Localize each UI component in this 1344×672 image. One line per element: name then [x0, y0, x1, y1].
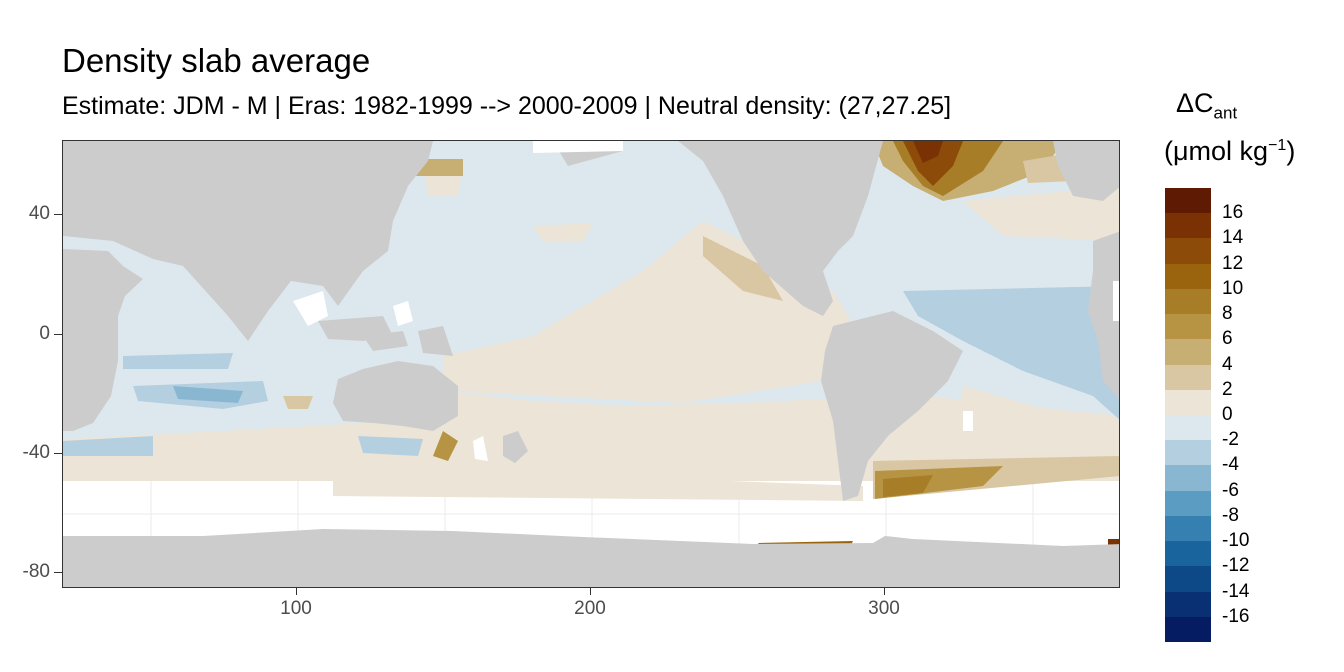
y-tick-mark-0	[54, 334, 62, 335]
x-tick-label-200: 200	[574, 598, 606, 619]
legend-label: 0	[1222, 404, 1233, 425]
x-tick-label-300: 300	[868, 598, 900, 619]
greenland-landmass	[1053, 141, 1119, 201]
north-america-landmass	[678, 141, 883, 281]
y-tick-label-minus40: -40	[22, 442, 50, 463]
legend-swatch	[1165, 213, 1211, 239]
legend-label: 4	[1222, 353, 1233, 375]
legend-swatch	[1165, 541, 1211, 567]
legend-swatch	[1165, 490, 1211, 517]
australia-landmass	[333, 361, 458, 431]
y-tick-mark-40	[54, 214, 62, 215]
map-panel	[62, 140, 1120, 588]
legend-swatch	[1165, 440, 1211, 466]
legend-swatch	[1165, 591, 1211, 618]
y-tick-label-0: 0	[39, 323, 50, 344]
legend-swatch	[1165, 314, 1211, 340]
legend-swatch	[1165, 465, 1211, 492]
legend-label: -14	[1222, 580, 1250, 602]
antarctica-landmass	[63, 529, 1119, 587]
x-tick-mark-200	[590, 588, 591, 595]
y-tick-label-40: 40	[28, 203, 50, 224]
chart-title: Density slab average	[62, 42, 371, 79]
legend-colorbar	[1165, 188, 1211, 643]
legend-swatch	[1165, 288, 1211, 315]
south-america-landmass	[821, 311, 963, 501]
map-svg	[63, 141, 1119, 587]
negative-anomaly-zones	[63, 286, 1119, 456]
legend-label: -12	[1222, 555, 1250, 577]
legend-label: 6	[1222, 328, 1233, 350]
legend-unit: (μmol kg−1)	[1164, 136, 1296, 166]
legend-label: 16	[1222, 202, 1244, 224]
legend-swatch	[1165, 415, 1211, 441]
eurasia-landmass	[63, 141, 433, 341]
legend-swatch	[1165, 263, 1211, 290]
x-tick-mark-100	[296, 588, 297, 595]
y-tick-mark-minus80	[54, 572, 62, 573]
legend-swatch	[1165, 389, 1211, 416]
y-tick-mark-minus40	[54, 453, 62, 454]
legend-label: -8	[1222, 504, 1239, 526]
legend-label: 8	[1222, 303, 1233, 325]
legend-swatch	[1165, 616, 1211, 643]
legend-swatch	[1165, 566, 1211, 593]
legend-label: -16	[1222, 605, 1250, 627]
land	[63, 141, 1119, 587]
legend-swatch	[1165, 364, 1211, 391]
x-tick-mark-300	[884, 588, 885, 595]
legend-swatch	[1165, 339, 1211, 366]
x-tick-label-100: 100	[280, 598, 312, 619]
legend-swatch	[1165, 515, 1211, 542]
legend-label: -6	[1222, 479, 1239, 501]
new-zealand-landmass	[503, 431, 528, 463]
legend-title: ΔCant	[1176, 88, 1238, 123]
coastal-gaps	[293, 141, 1119, 461]
legend-label: 14	[1222, 227, 1244, 249]
legend-label: -2	[1222, 429, 1239, 451]
legend-swatch	[1165, 188, 1211, 214]
legend-label: -4	[1222, 454, 1239, 476]
legend-label: -10	[1222, 530, 1250, 552]
legend-swatch	[1165, 238, 1211, 265]
legend-label: 2	[1222, 378, 1233, 400]
legend-label: 10	[1222, 277, 1244, 299]
y-tick-label-minus80: -80	[22, 561, 50, 582]
africa-east-landmass	[1088, 231, 1119, 399]
africa-landmass	[63, 249, 143, 431]
legend-label: 12	[1222, 252, 1244, 274]
chart-subtitle: Estimate: JDM - M | Eras: 1982-1999 --> …	[62, 92, 952, 120]
